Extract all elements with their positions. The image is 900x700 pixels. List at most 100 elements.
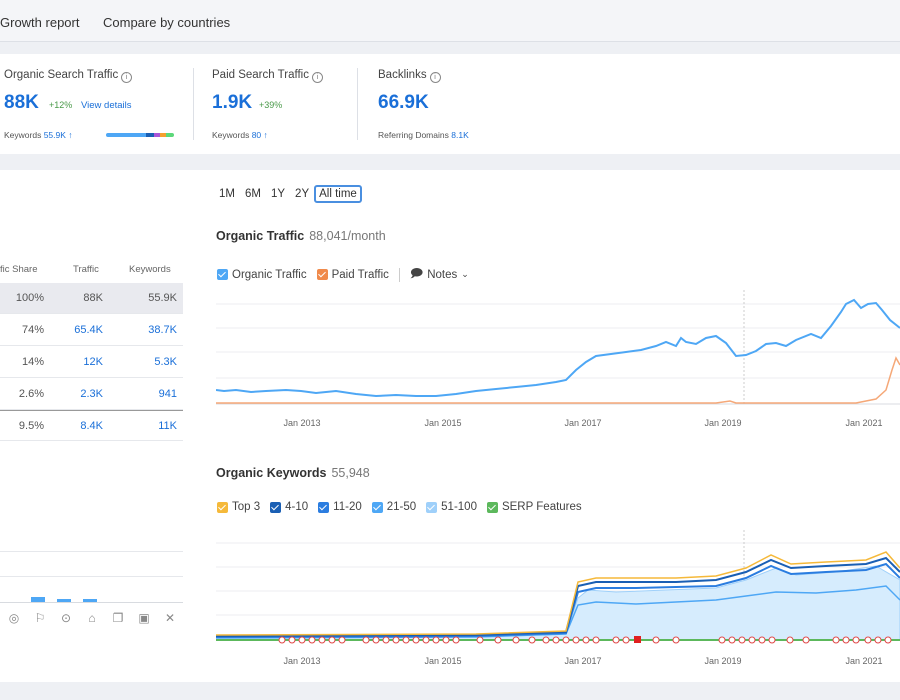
paid-keywords-label: Keywords	[212, 130, 250, 140]
x-tick-label: Jan 2019	[704, 418, 741, 428]
keywords-cell[interactable]: 38.7K	[148, 324, 177, 336]
organic-label: Organic Search Traffic	[4, 69, 119, 81]
referring-domains-label: Referring Domains	[378, 130, 449, 140]
traffic-cell[interactable]: 12K	[83, 356, 103, 368]
keywords-title-text: Organic Keywords	[216, 466, 327, 480]
legend-serp-features[interactable]: SERP Features	[486, 501, 582, 513]
paid-delta: +39%	[259, 100, 283, 110]
keywords-cell[interactable]: 941	[158, 388, 177, 400]
keywords-legend: Top 3 4-10 11-20 21-50 51-100 SERP Featu…	[217, 501, 582, 513]
range-1y[interactable]: 1Y	[270, 188, 286, 200]
legend-label: 51-100	[441, 501, 477, 513]
gridline	[0, 576, 183, 577]
keywords-subtitle: 55,948	[331, 466, 370, 480]
traffic-chart-title: Organic Traffic 88,041/month	[216, 229, 386, 243]
col-header-keywords: Keywords	[129, 264, 171, 275]
tab-growth-report[interactable]: Growth report	[0, 15, 80, 30]
x-tick-label: Jan 2013	[283, 418, 320, 428]
x-tick-label: Jan 2015	[424, 656, 461, 666]
divider	[357, 68, 358, 140]
serp-features-icons: ◎ ⚐ ⊙ ⌂ ❐ ▣ ✕	[6, 611, 178, 625]
checkbox-icon[interactable]	[217, 269, 228, 280]
info-icon[interactable]: i	[429, 72, 441, 83]
view-details-link[interactable]: View details	[81, 100, 132, 111]
share-cell: 9.5%	[18, 420, 44, 432]
backlinks-metric: Backlinks i 66.9K Referring Domains 8.1K	[378, 54, 538, 154]
mini-bar	[57, 599, 71, 602]
legend-label: SERP Features	[501, 501, 582, 513]
x-tick-label: Jan 2017	[564, 418, 601, 428]
info-icon[interactable]: i	[121, 72, 133, 83]
backlinks-label: Backlinks	[378, 69, 427, 81]
organic-keywords-label: Keywords	[4, 130, 42, 140]
share-cell: 74%	[21, 324, 44, 336]
legend-paid-traffic[interactable]: Paid Traffic	[316, 269, 389, 281]
copy-icon[interactable]: ❐	[112, 611, 124, 625]
footer-strip	[0, 682, 900, 700]
notes-label: Notes	[427, 268, 458, 281]
bag-icon[interactable]: ▣	[138, 611, 150, 625]
flag-icon[interactable]: ⚐	[34, 611, 46, 625]
range-6m[interactable]: 6M	[244, 188, 261, 200]
organic-traffic-chart[interactable]: Jan 2013 Jan 2015 Jan 2017 Jan 2019 Jan …	[216, 290, 900, 430]
graduation-icon[interactable]: ⌂	[88, 611, 96, 625]
checkbox-icon[interactable]	[217, 501, 228, 513]
legend-51-100[interactable]: 51-100	[426, 501, 477, 513]
organic-delta: +12%	[49, 100, 73, 110]
table-row[interactable]: 74% 65.4K 38.7K	[0, 315, 183, 346]
traffic-cell[interactable]: 8.4K	[80, 420, 103, 432]
target-icon[interactable]: ◎	[8, 611, 20, 625]
checkbox-icon[interactable]	[316, 269, 328, 280]
keywords-cell[interactable]: 5.3K	[154, 356, 177, 368]
mini-bar	[83, 599, 97, 602]
organic-keywords-chart[interactable]: Jan 2013 Jan 2015 Jan 2017 Jan 2019 Jan …	[216, 530, 900, 670]
legend-11-20[interactable]: 11-20	[318, 501, 362, 513]
divider	[193, 68, 194, 140]
keywords-cell: 55.9K	[148, 292, 177, 304]
legend-organic-traffic[interactable]: Organic Traffic	[217, 269, 307, 281]
range-1m[interactable]: 1M	[219, 188, 235, 200]
x-icon[interactable]: ✕	[164, 611, 176, 625]
traffic-cell[interactable]: 2.3K	[80, 388, 103, 400]
col-header-traffic: Traffic	[73, 264, 99, 275]
legend-21-50[interactable]: 21-50	[371, 501, 417, 513]
traffic-title-text: Organic Traffic	[216, 229, 305, 243]
legend-label: 4-10	[285, 501, 309, 513]
range-2y[interactable]: 2Y	[295, 188, 310, 200]
notes-dropdown[interactable]: 🗩 Notes ⌄	[410, 264, 469, 285]
keywords-distribution-bar	[106, 133, 174, 137]
organic-keywords-value: 55.9K ↑	[43, 130, 73, 140]
legend-label: Top 3	[232, 501, 261, 513]
checkbox-icon[interactable]	[318, 501, 330, 513]
gridline	[0, 551, 183, 552]
paid-keywords-value: 80 ↑	[251, 130, 268, 140]
metrics-panel: Organic Search Traffic i 88K +12% View de…	[0, 54, 900, 154]
table-row[interactable]: 14% 12K 5.3K	[0, 347, 183, 378]
keywords-cell[interactable]: 11K	[158, 420, 177, 432]
tab-compare-countries[interactable]: Compare by countries	[103, 15, 231, 30]
divider	[398, 267, 400, 282]
checkbox-icon[interactable]	[426, 501, 438, 513]
legend-label: 21-50	[386, 501, 417, 513]
x-tick-label: Jan 2019	[704, 656, 741, 666]
legend-top3[interactable]: Top 3	[217, 501, 260, 513]
paid-traffic-line	[216, 356, 900, 404]
table-row[interactable]: 2.6% 2.3K 941	[0, 379, 183, 410]
col-header-share: fic Share	[0, 264, 38, 275]
traffic-cell[interactable]: 65.4K	[74, 324, 103, 336]
legend-4-10[interactable]: 4-10	[270, 501, 308, 513]
main-panel: fic Share Traffic Keywords 100% 88K 55.9…	[0, 170, 900, 682]
info-icon[interactable]: i	[311, 72, 323, 83]
table-row[interactable]: 100% 88K 55.9K	[0, 283, 183, 314]
checkbox-icon[interactable]	[270, 501, 282, 513]
checkbox-icon[interactable]	[371, 501, 383, 513]
traffic-legend: Organic Traffic Paid Traffic 🗩 Notes ⌄	[217, 264, 469, 285]
serp-feature-markers	[278, 636, 892, 644]
pin-icon[interactable]: ⊙	[60, 611, 72, 625]
range-all-time[interactable]: All time	[314, 185, 362, 203]
checkbox-icon[interactable]	[486, 501, 498, 513]
x-tick-label: Jan 2017	[564, 656, 601, 666]
table-row[interactable]: 9.5% 8.4K 11K	[0, 410, 183, 441]
x-tick-label: Jan 2021	[845, 656, 882, 666]
organic-traffic-line	[216, 298, 900, 398]
